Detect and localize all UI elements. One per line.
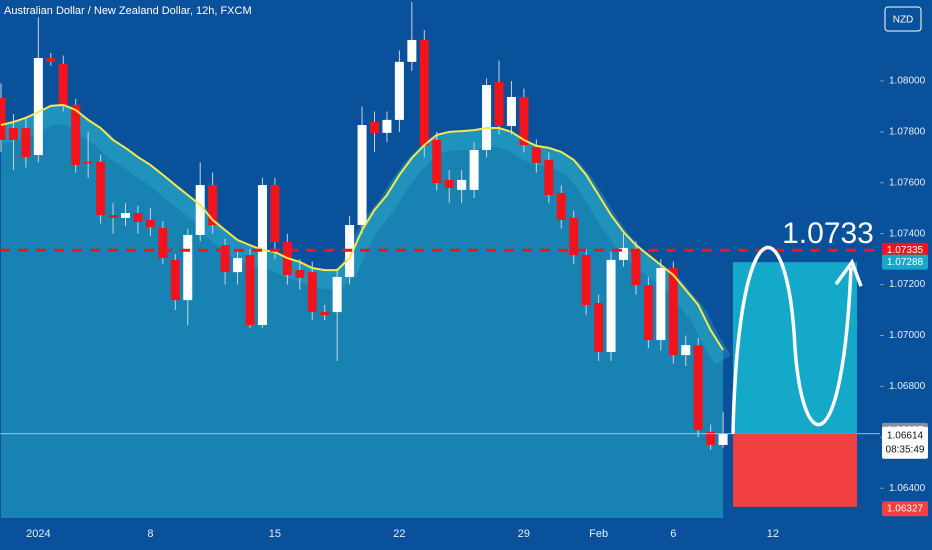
candle-body: [0, 98, 6, 140]
candle-body: [245, 255, 255, 326]
candle-body: [370, 121, 379, 133]
candle-body: [170, 259, 180, 301]
candle-body: [183, 234, 193, 301]
stop-tag-box: [882, 501, 928, 517]
candle-body: [133, 213, 143, 222]
candle-body: [158, 228, 168, 259]
candle-body: [96, 161, 106, 216]
last-price-tag-box: [882, 426, 928, 459]
candle-body: [21, 128, 31, 158]
currency-button[interactable]: [884, 6, 922, 32]
ma-band: [0, 105, 731, 365]
candle-body: [619, 247, 628, 260]
candle-body: [681, 345, 691, 356]
target-tag-box: [882, 254, 928, 270]
currency-label: NZD: [893, 15, 914, 26]
candle-body: [457, 179, 467, 190]
candle-body: [208, 185, 218, 226]
candle-body: [494, 81, 504, 126]
y-tick-label: 1.07600: [889, 177, 926, 188]
candle-body: [506, 96, 516, 126]
y-tick-label: 1.07400: [889, 228, 926, 239]
candle-body: [581, 255, 591, 305]
candle-body: [71, 104, 81, 165]
candle-body: [693, 345, 703, 431]
candle-body: [295, 270, 305, 278]
x-tick-label: 15: [269, 528, 281, 540]
stop-tag: 1.06327: [887, 503, 924, 514]
candle-body: [569, 217, 579, 256]
x-tick-label: 2024: [26, 528, 50, 540]
y-tick-label: 1.07800: [889, 126, 926, 137]
candle-body: [444, 179, 454, 189]
resistance-tag-box: [882, 242, 928, 258]
ma-line: [0, 103, 724, 351]
candle-body: [656, 268, 666, 341]
candle-body: [407, 39, 417, 62]
candle-body: [594, 302, 604, 353]
candle-body: [668, 268, 678, 356]
candle-body: [357, 124, 367, 226]
y-tick-label: 1.07200: [889, 279, 926, 290]
candle-body: [631, 249, 641, 286]
y-tick-label: 1.08000: [889, 76, 926, 87]
candle-body: [58, 63, 68, 105]
countdown: 08:35:49: [886, 444, 925, 455]
x-tick-label: 22: [393, 528, 405, 540]
candle-body: [606, 259, 616, 353]
candle-body: [220, 245, 230, 273]
x-tick-label: Feb: [589, 528, 608, 540]
annotation: 1.0733: [782, 217, 874, 250]
candle-body: [419, 39, 429, 146]
candle-body: [33, 58, 43, 156]
candle-body: [307, 272, 317, 313]
candle-body: [382, 119, 392, 133]
candle-body: [145, 219, 155, 228]
candle-body: [394, 61, 404, 120]
plot-area: 1.064001.066001.068001.070001.072001.074…: [0, 2, 928, 540]
candle-body: [643, 285, 653, 341]
y-tick-label: 1.06400: [889, 483, 926, 494]
candle-body: [83, 161, 93, 164]
candle-body: [233, 258, 243, 273]
candle-body: [257, 185, 267, 326]
target-tag: 1.07288: [887, 257, 924, 268]
x-tick-label: 12: [767, 528, 779, 540]
candle-body: [556, 192, 566, 220]
arrow-head: [834, 258, 863, 287]
candle-body: [482, 85, 492, 150]
ma-area: [1, 104, 724, 518]
y-tick-label: 1.06800: [889, 381, 926, 392]
chart-title: Australian Dollar / New Zealand Dollar, …: [4, 5, 252, 17]
candle-body: [531, 146, 541, 163]
candle-body: [108, 215, 118, 218]
candle-body: [121, 213, 130, 218]
candle-body: [469, 149, 479, 190]
candle-body: [519, 96, 529, 146]
candle-body: [706, 431, 716, 445]
x-tick-label: 29: [518, 528, 530, 540]
x-tick-label: 8: [147, 528, 153, 540]
candle-body: [46, 58, 56, 62]
last-price-tag: 1.06614: [887, 430, 924, 441]
resistance-tag: 1.07335: [887, 245, 924, 256]
candle-body: [332, 276, 342, 313]
y-tick-label: 1.07000: [889, 330, 926, 341]
candle-body: [8, 128, 18, 140]
candle-body: [195, 185, 205, 235]
candle-body: [432, 140, 442, 184]
x-tick-label: 6: [670, 528, 676, 540]
candle-body: [718, 433, 728, 445]
candle-body: [544, 159, 554, 195]
candle-body: [270, 185, 280, 243]
candle-body: [320, 312, 330, 316]
stop-zone: [733, 433, 857, 507]
wave-arrow: [731, 245, 853, 434]
